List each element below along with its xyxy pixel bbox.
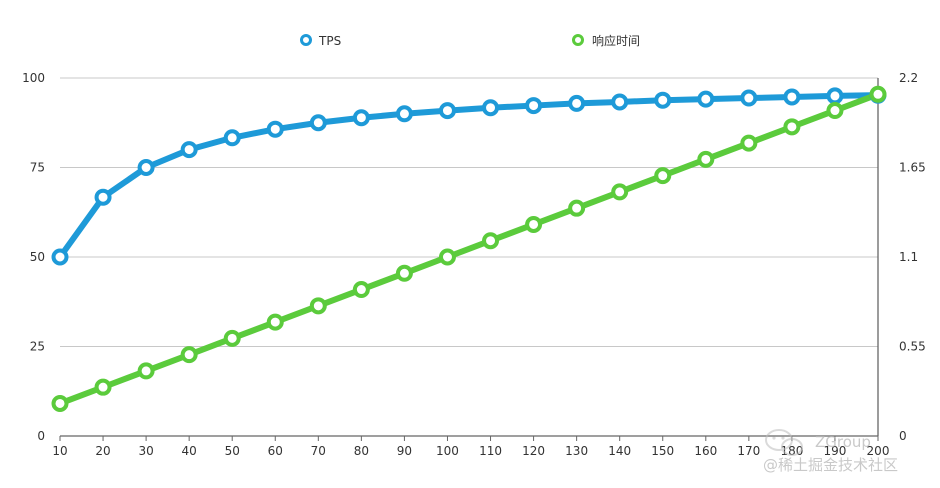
- point-tps: [180, 141, 198, 159]
- point-tps: [94, 188, 112, 206]
- watermark: ZGroup @稀土掘金技术社区: [763, 429, 898, 474]
- point-tps: [568, 94, 586, 112]
- point-response-time: [137, 362, 155, 380]
- point-tps: [438, 102, 456, 120]
- grid: [60, 77, 878, 347]
- point-tps: [51, 248, 69, 266]
- point-response-time: [869, 85, 887, 103]
- x-tick-label: 150: [651, 444, 674, 458]
- x-tick-label: 110: [479, 444, 502, 458]
- x-tick-label: 140: [608, 444, 631, 458]
- x-tick-label: 100: [436, 444, 459, 458]
- point-tps: [826, 87, 844, 105]
- point-response-time: [482, 232, 500, 250]
- right-tick-label: 1.65: [899, 161, 926, 175]
- right-axis-ticks: 0 0.55 1.1 1.65 2.2: [899, 71, 926, 443]
- x-tick-label: 90: [397, 444, 412, 458]
- x-tick-label: 160: [694, 444, 717, 458]
- point-response-time: [697, 150, 715, 168]
- legend-label-tps: TPS: [318, 34, 341, 48]
- legend-item-response-time[interactable]: 响应时间: [572, 33, 641, 48]
- x-tick-label: 60: [268, 444, 283, 458]
- watermark-line1: ZGroup: [815, 433, 871, 451]
- point-response-time: [783, 118, 801, 136]
- x-tick-label: 20: [95, 444, 110, 458]
- legend-marker-response-time: [572, 34, 584, 46]
- point-response-time: [525, 215, 543, 233]
- point-tps: [783, 88, 801, 106]
- left-axis-ticks: 0 25 50 75 100: [22, 71, 45, 443]
- point-response-time: [438, 248, 456, 266]
- x-tick-label: 190: [823, 444, 846, 458]
- point-tps: [309, 114, 327, 132]
- x-tick-label: 200: [867, 444, 890, 458]
- point-response-time: [180, 346, 198, 364]
- point-tps: [395, 105, 413, 123]
- x-tick-label: 50: [225, 444, 240, 458]
- legend-item-tps[interactable]: TPS: [300, 34, 342, 48]
- point-tps: [266, 120, 284, 138]
- point-tps: [482, 99, 500, 117]
- point-tps: [223, 129, 241, 147]
- point-tps: [525, 97, 543, 115]
- point-response-time: [266, 313, 284, 331]
- series-line-tps: [57, 92, 881, 260]
- right-tick-label: 0.55: [899, 340, 926, 354]
- right-tick-label: 2.2: [899, 71, 918, 85]
- point-response-time: [395, 264, 413, 282]
- x-tick-label: 40: [182, 444, 197, 458]
- x-tick-label: 170: [737, 444, 760, 458]
- legend[interactable]: TPS 响应时间: [300, 33, 641, 48]
- x-axis-ticks: 10 20 30 40 50 60 70 80 90 100 110 120 130 140 150 160 1…: [52, 436, 889, 458]
- series-group: [51, 85, 887, 412]
- axes: [60, 78, 879, 437]
- point-tps: [654, 91, 672, 109]
- point-tps: [740, 89, 758, 107]
- point-response-time: [51, 394, 69, 412]
- point-tps: [611, 93, 629, 111]
- point-response-time: [223, 329, 241, 347]
- left-tick-label: 75: [30, 161, 45, 175]
- point-tps: [697, 90, 715, 108]
- point-tps: [352, 109, 370, 127]
- wechat-icon: [765, 429, 803, 456]
- point-response-time: [654, 167, 672, 185]
- x-tick-label: 130: [565, 444, 588, 458]
- x-tick-label: 70: [311, 444, 326, 458]
- left-tick-label: 50: [30, 250, 45, 264]
- x-tick-label: 10: [52, 444, 67, 458]
- point-response-time: [352, 281, 370, 299]
- point-response-time: [94, 378, 112, 396]
- right-tick-label: 1.1: [899, 250, 918, 264]
- left-tick-label: 100: [22, 71, 45, 85]
- x-tick-label: 80: [354, 444, 369, 458]
- point-tps: [137, 159, 155, 176]
- point-response-time: [611, 183, 629, 201]
- left-tick-label: 0: [37, 429, 45, 443]
- point-response-time: [309, 297, 327, 315]
- point-response-time: [568, 199, 586, 217]
- legend-marker-tps: [300, 34, 312, 46]
- x-tick-label: 120: [522, 444, 545, 458]
- watermark-line2: @稀土掘金技术社区: [763, 456, 898, 474]
- point-response-time: [826, 102, 844, 120]
- point-response-time: [740, 134, 758, 152]
- x-tick-label: 30: [138, 444, 153, 458]
- legend-label-response-time: 响应时间: [592, 33, 640, 48]
- left-tick-label: 25: [30, 340, 45, 354]
- right-tick-label: 0: [899, 429, 907, 443]
